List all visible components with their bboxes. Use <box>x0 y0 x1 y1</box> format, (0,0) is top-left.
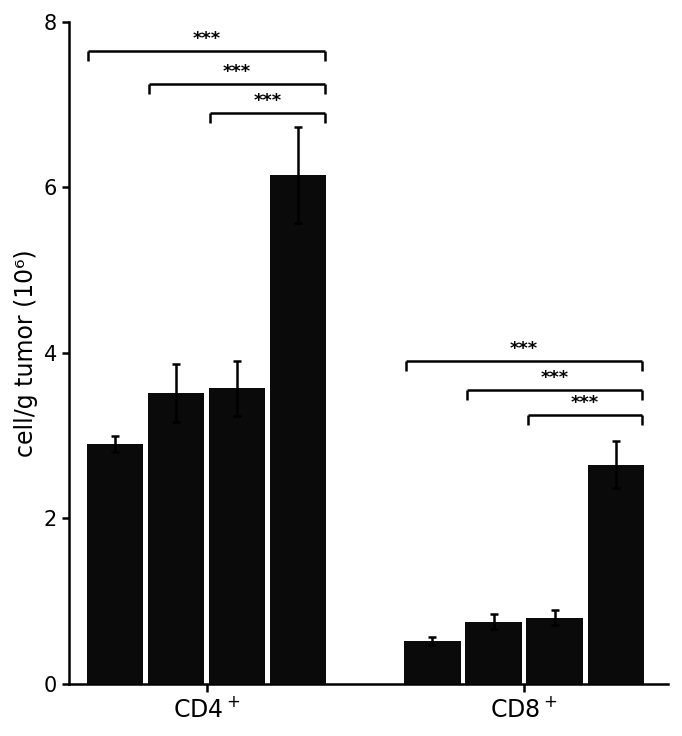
Text: ***: *** <box>192 29 221 48</box>
Bar <box>148 392 204 684</box>
Bar <box>404 641 460 684</box>
Bar <box>209 389 265 684</box>
Bar <box>465 622 522 684</box>
Bar <box>527 618 582 684</box>
Text: ***: *** <box>510 340 538 358</box>
Text: ***: *** <box>223 63 251 81</box>
Text: ***: *** <box>541 369 569 387</box>
Bar <box>587 464 644 684</box>
Bar <box>87 444 143 684</box>
Text: ***: *** <box>254 91 282 110</box>
Y-axis label: cell/g tumor (10⁶): cell/g tumor (10⁶) <box>14 249 38 457</box>
Text: ***: *** <box>571 394 599 411</box>
Bar <box>270 175 326 684</box>
